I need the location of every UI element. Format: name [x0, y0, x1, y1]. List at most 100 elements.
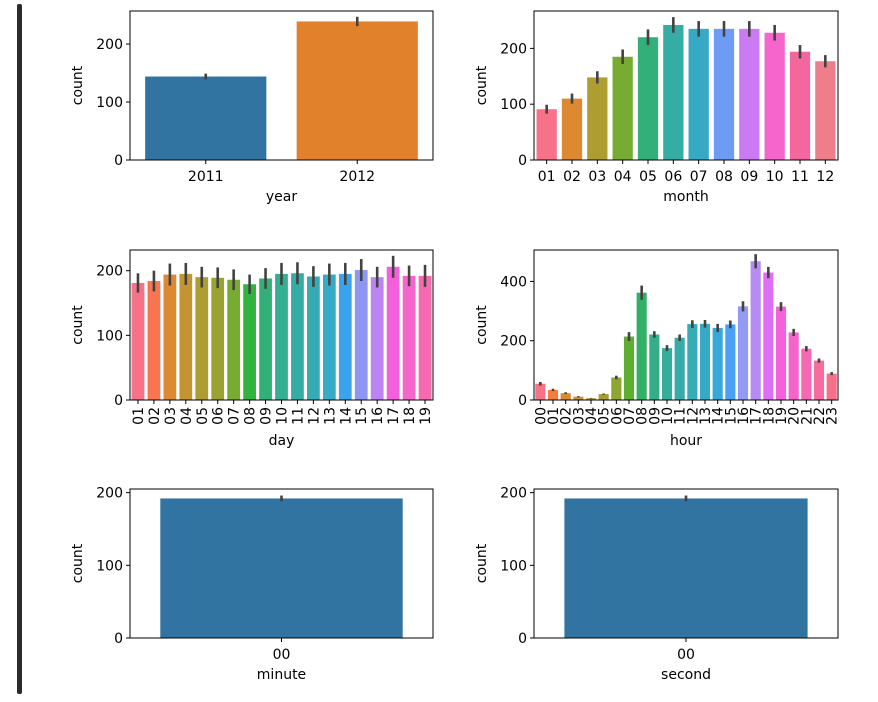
x-tick-label: 09	[740, 169, 758, 185]
x-tick-label: 13	[698, 407, 714, 425]
bar	[195, 277, 209, 400]
bar	[801, 348, 812, 400]
bar	[813, 360, 825, 400]
subplot-second: 0 100 200 00 second count	[474, 486, 839, 683]
x-tick-label: 00	[677, 647, 695, 663]
bar	[561, 98, 583, 160]
bar	[661, 348, 673, 400]
x-tick-label: 00	[273, 647, 291, 663]
x-tick-label: 12	[685, 407, 701, 425]
y-tick-label: 400	[500, 274, 527, 290]
y-tick-label: 0	[518, 393, 527, 409]
y-tick-label: 200	[96, 37, 123, 53]
bar	[160, 498, 403, 638]
x-tick-label: 19	[774, 407, 790, 425]
y-tick-label: 100	[96, 95, 123, 111]
x-tick-label: 23	[825, 407, 841, 425]
x-tick-label: 08	[635, 407, 651, 425]
x-tick-label: 13	[322, 407, 338, 425]
bar	[564, 498, 808, 638]
x-tick-label: 14	[711, 407, 727, 425]
bar	[131, 282, 145, 400]
bar	[611, 377, 622, 400]
y-axis-label: count	[70, 543, 86, 583]
bar	[211, 277, 225, 400]
y-axis-label: count	[474, 305, 490, 345]
bar	[307, 276, 320, 400]
x-tick-label: 17	[749, 407, 765, 425]
x-tick-label: 03	[571, 407, 587, 425]
plot-frame	[533, 249, 839, 401]
bar	[322, 274, 336, 400]
y-tick-label: 100	[96, 558, 123, 574]
plot-frame	[129, 10, 434, 161]
x-axis-label: year	[266, 189, 297, 205]
bar	[688, 28, 709, 160]
x-tick-label: 08	[715, 169, 733, 185]
x-tick-label: 01	[538, 169, 556, 185]
x-tick-label: 19	[418, 407, 434, 425]
x-tick-label: 15	[354, 407, 370, 425]
x-axis-label: day	[269, 433, 295, 449]
x-tick-label: 01	[546, 407, 562, 425]
y-tick-label: 0	[114, 631, 123, 647]
bar	[163, 274, 177, 400]
x-tick-label: 04	[614, 169, 632, 185]
bar	[623, 336, 635, 400]
bar	[354, 270, 368, 400]
x-tick-label: 18	[402, 407, 418, 425]
x-tick-label: 05	[195, 407, 211, 425]
bar	[259, 278, 272, 400]
x-tick-label: 22	[812, 407, 828, 425]
y-axis-label: count	[474, 65, 490, 105]
x-tick-label: 21	[799, 407, 815, 425]
bar	[587, 77, 608, 160]
subplot-hour: 0200400000102030405060708091011121314151…	[474, 249, 841, 449]
bar	[547, 389, 559, 400]
bar	[536, 109, 557, 160]
x-tick-label: 11	[673, 407, 689, 425]
bar	[418, 275, 432, 400]
bar	[227, 279, 241, 400]
bar	[296, 21, 418, 161]
bar	[713, 28, 735, 160]
x-tick-label: 03	[163, 407, 179, 425]
x-tick-label: 02	[559, 407, 575, 425]
x-tick-label: 05	[597, 407, 613, 425]
bar	[291, 273, 304, 400]
x-tick-label: 07	[690, 169, 708, 185]
x-tick-label: 06	[211, 407, 227, 425]
x-tick-label: 08	[243, 407, 259, 425]
bar	[750, 261, 761, 400]
notebook-cell-indicator	[17, 4, 22, 694]
x-tick-label: 20	[787, 407, 803, 425]
x-tick-label: 17	[386, 407, 402, 425]
x-tick-label: 10	[660, 407, 676, 425]
bar	[585, 398, 597, 400]
bar	[598, 394, 609, 400]
y-tick-label: 200	[500, 41, 527, 57]
bar	[763, 272, 774, 400]
x-tick-label: 04	[179, 407, 195, 425]
x-tick-label: 04	[584, 407, 600, 425]
bar	[386, 266, 400, 400]
x-tick-label: 2011	[188, 169, 224, 185]
x-tick-label: 12	[306, 407, 322, 425]
bar	[826, 373, 837, 400]
bar	[788, 332, 799, 400]
y-tick-label: 200	[500, 334, 527, 350]
x-tick-label: 06	[609, 407, 625, 425]
y-tick-label: 200	[500, 486, 527, 502]
x-tick-label: 16	[370, 407, 386, 425]
bar	[687, 324, 698, 400]
bar	[789, 51, 811, 161]
x-tick-label: 07	[227, 407, 243, 425]
bar	[370, 277, 384, 400]
x-tick-label: 11	[290, 407, 306, 425]
bar	[402, 275, 416, 400]
bar	[649, 334, 660, 400]
bar	[764, 32, 785, 160]
x-tick-label: 16	[736, 407, 752, 425]
bar	[338, 273, 352, 400]
